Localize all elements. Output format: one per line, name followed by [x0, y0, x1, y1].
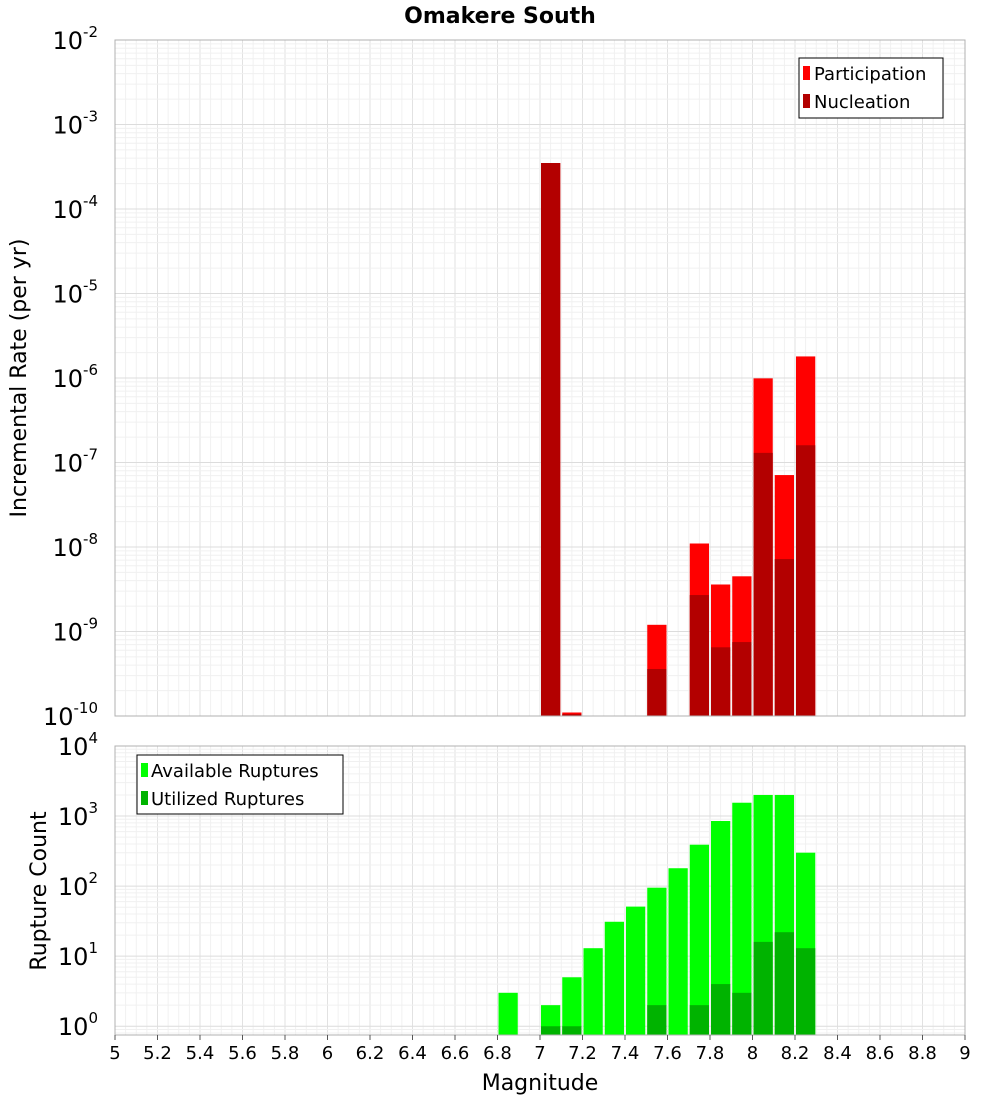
- top-legend-box: [798, 57, 944, 119]
- x-tick-label: 5.8: [271, 1043, 300, 1064]
- bottom-y-axis-label: Rupture Count: [27, 811, 52, 971]
- bottom-bar-utilized-ruptures: [541, 1026, 561, 1035]
- top-legend: Participation Nucleation: [798, 57, 944, 119]
- x-axis-ticks: 5 5.2 5.4 5.6 5.8 6 6.2 6.4 6.6 6.8 7 7.2 7.4 7.6 7.8 8…: [109, 1035, 971, 1064]
- bottom-bar-utilized-ruptures: [753, 941, 773, 1035]
- top-y-axis-label: Incremental Rate (per yr): [7, 239, 32, 518]
- top-bar-nucleation: [774, 559, 794, 716]
- bottom-bars: [498, 794, 816, 1035]
- top-y-tick-label: 10-8: [52, 530, 98, 562]
- x-axis-label: Magnitude: [482, 1071, 599, 1096]
- legend-swatch-nucleation: [803, 94, 810, 108]
- bottom-bar-available-ruptures: [711, 821, 731, 1035]
- x-tick-label: 7: [534, 1043, 545, 1064]
- bottom-y-tick-label: 100: [58, 1009, 98, 1041]
- bottom-y-tick-label: 102: [58, 869, 98, 901]
- bottom-y-tick-label: 104: [58, 729, 98, 761]
- bottom-bar-utilized-ruptures: [711, 984, 731, 1035]
- x-tick-label: 6.4: [398, 1043, 427, 1064]
- x-tick-label: 8.8: [908, 1043, 937, 1064]
- x-tick-label: 6: [322, 1043, 333, 1064]
- x-tick-label: 7.4: [611, 1043, 640, 1064]
- top-bar-nucleation: [689, 595, 709, 716]
- top-grid: [114, 40, 966, 717]
- top-bar-nucleation: [541, 163, 561, 716]
- bottom-bar-available-ruptures: [498, 992, 518, 1035]
- bottom-legend-box: [136, 754, 344, 815]
- x-tick-label: 5.2: [143, 1043, 172, 1064]
- bottom-bar-available-ruptures: [668, 868, 688, 1035]
- x-tick-label: 9: [959, 1043, 970, 1064]
- top-bars: [541, 163, 816, 716]
- top-y-tick-label: 10-5: [52, 277, 98, 309]
- top-y-ticks: 10-10 10-9 10-8 10-7 10-6 10-5 10-4 10-3 10-2: [43, 23, 98, 731]
- x-tick-label: 8.4: [823, 1043, 852, 1064]
- x-tick-label: 8: [747, 1043, 758, 1064]
- x-tick-label: 6.8: [483, 1043, 512, 1064]
- bottom-bar-available-ruptures: [562, 977, 582, 1035]
- top-y-tick-label: 10-2: [52, 23, 98, 55]
- top-bar-nucleation: [647, 668, 667, 716]
- top-y-tick-label: 10-7: [52, 446, 98, 478]
- x-tick-label: 6.6: [441, 1043, 470, 1064]
- x-tick-label: 8.6: [866, 1043, 895, 1064]
- x-tick-label: 5.4: [186, 1043, 215, 1064]
- x-tick-label: 5.6: [228, 1043, 257, 1064]
- bottom-bar-utilized-ruptures: [774, 932, 794, 1035]
- legend-swatch-utilized: [141, 791, 148, 805]
- x-tick-label: 7.2: [568, 1043, 597, 1064]
- bottom-bar-available-ruptures: [689, 844, 709, 1035]
- x-tick-label: 6.2: [356, 1043, 385, 1064]
- top-y-tick-label: 10-9: [52, 615, 98, 647]
- bottom-y-tick-label: 101: [58, 939, 98, 971]
- top-y-tick-label: 10-3: [52, 108, 98, 140]
- bottom-bar-available-ruptures: [732, 802, 752, 1035]
- bottom-bar-available-ruptures: [583, 948, 603, 1035]
- legend-label-nucleation: Nucleation: [814, 92, 910, 113]
- bottom-bar-utilized-ruptures: [647, 1005, 667, 1035]
- x-tick-label: 5: [109, 1043, 120, 1064]
- bottom-bar-utilized-ruptures: [689, 1005, 709, 1035]
- bottom-bar-utilized-ruptures: [562, 1026, 582, 1035]
- x-tick-label: 7.6: [653, 1043, 682, 1064]
- bottom-bar-available-ruptures: [647, 887, 667, 1035]
- bottom-bar-utilized-ruptures: [732, 992, 752, 1035]
- top-bar-nucleation: [753, 452, 773, 716]
- bottom-bar-utilized-ruptures: [796, 948, 816, 1035]
- top-plot-frame: [114, 39, 966, 717]
- bottom-y-ticks: 100 101 102 103 104: [58, 729, 98, 1041]
- x-tick-label: 7.8: [696, 1043, 725, 1064]
- legend-swatch-available: [141, 763, 148, 777]
- legend-label-participation: Participation: [814, 64, 926, 85]
- top-bar-nucleation: [562, 714, 582, 716]
- chart-title: Omakere South: [404, 4, 596, 29]
- bottom-bar-available-ruptures: [626, 906, 646, 1035]
- top-bar-nucleation: [796, 445, 816, 716]
- top-y-tick-label: 10-6: [52, 361, 98, 393]
- x-tick-label: 8.2: [781, 1043, 810, 1064]
- bottom-legend: Available Ruptures Utilized Ruptures: [136, 754, 344, 815]
- top-y-tick-label: 10-4: [52, 192, 98, 224]
- top-bar-nucleation: [732, 642, 752, 716]
- top-bar-nucleation: [711, 647, 731, 716]
- legend-swatch-participation: [803, 66, 810, 80]
- top-y-tick-label: 10-10: [43, 699, 98, 731]
- bottom-y-tick-label: 103: [58, 799, 98, 831]
- legend-label-utilized: Utilized Ruptures: [151, 789, 304, 810]
- bottom-bar-available-ruptures: [604, 921, 624, 1035]
- legend-label-available: Available Ruptures: [151, 761, 319, 782]
